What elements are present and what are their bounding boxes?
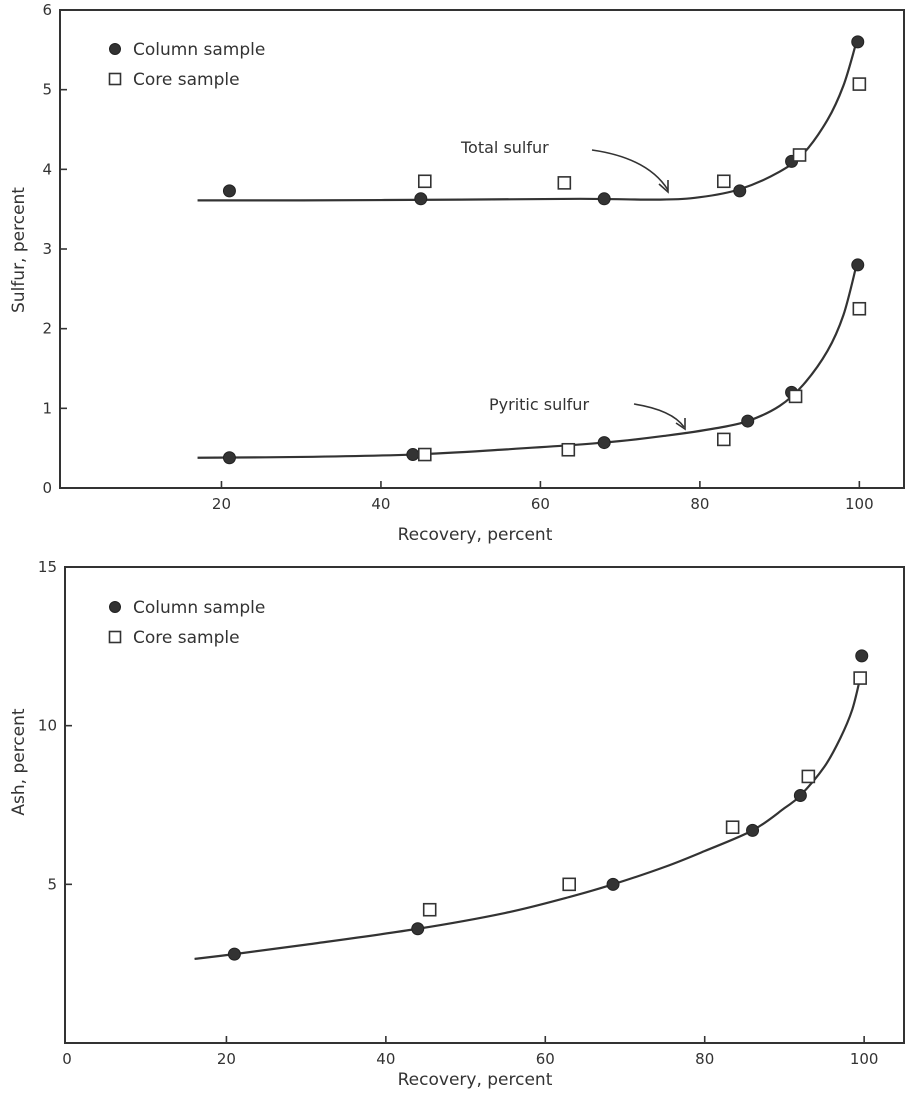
sulfur-core-sample-point: [716, 432, 731, 447]
ash-x-tick-label: 0: [62, 1050, 72, 1068]
ash-column-sample-point: [793, 788, 807, 802]
sulfur-core-sample-point: [852, 77, 867, 91]
ash-legend-core-label: Core sample: [133, 628, 240, 648]
sulfur-legend: Column sample Core sample: [108, 40, 265, 90]
ash-core-sample-point: [853, 671, 867, 685]
sulfur-x-tick-label: 40: [371, 495, 390, 513]
pyritic-sulfur-arrow: [633, 403, 685, 428]
ash-core-sample-point: [422, 902, 437, 917]
sulfur-x-axis-title: Recovery, percent: [398, 525, 553, 545]
sulfur-y-tick-label: 6: [42, 1, 52, 19]
sulfur-legend-column-marker: [109, 43, 121, 55]
sulfur-annotations: Total sulfur Pyritic sulfur: [460, 138, 686, 431]
ash-x-tick-label: 40: [376, 1050, 395, 1068]
sulfur-core-sample-point: [852, 301, 867, 316]
sulfur-chart: Sulfur, percent Recovery, percent Column…: [9, 1, 905, 545]
ash-core-sample-point: [562, 877, 577, 892]
sulfur-y-tick-label: 3: [42, 240, 52, 258]
sulfur-core-sample-point: [557, 176, 572, 190]
sulfur-core-sample-point: [561, 442, 576, 457]
sulfur-x-tick-label: 80: [690, 495, 709, 513]
sulfur-column-sample-point: [851, 258, 865, 272]
ash-y-axis-title: Ash, percent: [9, 708, 29, 816]
ash-y-tick-label: 5: [47, 875, 57, 893]
ash-x-tick-label: 80: [695, 1050, 714, 1068]
ash-column-sample-point: [746, 823, 760, 837]
total-sulfur-annotation: Total sulfur: [460, 138, 549, 157]
pyritic-sulfur-annotation: Pyritic sulfur: [489, 395, 589, 414]
ash-column-sample-point: [227, 947, 241, 961]
ash-legend-column-marker: [109, 601, 121, 613]
ash-x-tick-label: 100: [850, 1050, 879, 1068]
sulfur-column-sample-point: [414, 192, 428, 206]
ash-x-tick-label: 60: [536, 1050, 555, 1068]
sulfur-x-tick-label: 60: [531, 495, 550, 513]
sulfur-x-tick-label: 20: [212, 495, 231, 513]
ash-legend: Column sample Core sample: [108, 598, 265, 648]
ash-y-tick-label: 10: [38, 717, 57, 735]
sulfur-column-sample-point: [406, 448, 420, 462]
pyritic-sulfur-arrowhead: [675, 418, 686, 431]
sulfur-column-sample-point: [741, 414, 755, 428]
ash-y-tick-label: 15: [38, 558, 57, 576]
sulfur-column-sample-point: [222, 184, 236, 198]
sulfur-legend-column-label: Column sample: [133, 40, 265, 60]
ash-column-sample-point: [855, 649, 869, 663]
sulfur-y-tick-label: 4: [42, 160, 52, 178]
sulfur-legend-core-label: Core sample: [133, 70, 240, 90]
total-sulfur-arrow: [591, 149, 669, 191]
sulfur-core-sample-point: [788, 389, 803, 404]
ash-fit-curve: [194, 677, 862, 960]
total-sulfur-arrowhead: [658, 180, 669, 194]
sulfur-y-tick-label: 1: [42, 399, 52, 417]
sulfur-column-sample-point: [222, 451, 236, 465]
ash-core-sample-point: [725, 820, 740, 835]
sulfur-x-tick-label: 100: [845, 495, 874, 513]
sulfur-fit-curve-pyritic-sulfur: [197, 266, 858, 459]
sulfur-y-axis-title: Sulfur, percent: [9, 187, 29, 313]
sulfur-column-sample-point: [597, 436, 611, 450]
sulfur-y-tick-label: 0: [42, 479, 52, 497]
ash-chart: Ash, percent Recovery, percent Column sa…: [9, 558, 905, 1090]
sulfur-y-tick-label: 5: [42, 81, 52, 99]
sulfur-core-sample-point: [417, 447, 432, 462]
sulfur-core-sample-point: [792, 148, 807, 162]
ash-x-axis-title: Recovery, percent: [398, 1070, 553, 1090]
ash-x-tick-label: 20: [217, 1050, 236, 1068]
sulfur-fit-curve-total-sulfur: [197, 45, 857, 202]
ash-column-sample-point: [411, 922, 425, 936]
ash-legend-column-label: Column sample: [133, 598, 265, 618]
sulfur-column-sample-point: [733, 184, 747, 198]
sulfur-column-sample-point: [597, 192, 611, 206]
ash-column-sample-point: [606, 877, 620, 891]
sulfur-legend-core-marker: [108, 72, 122, 86]
sulfur-y-tick-label: 2: [42, 320, 52, 338]
sulfur-core-sample-point: [417, 174, 432, 189]
sulfur-column-sample-point: [851, 35, 865, 49]
ash-core-sample-point: [801, 769, 816, 784]
sulfur-core-sample-point: [716, 174, 731, 189]
ash-legend-core-marker: [108, 630, 122, 644]
